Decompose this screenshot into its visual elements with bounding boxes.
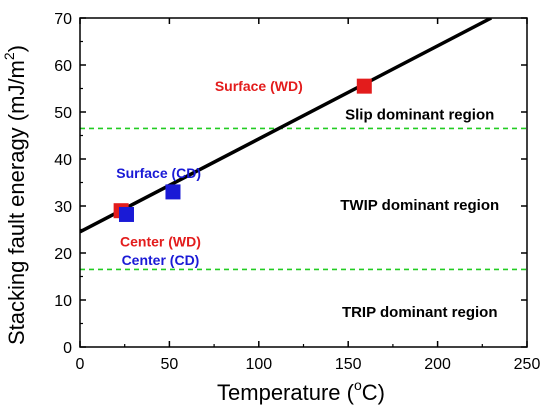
y-tick-label-0: 0 xyxy=(63,340,72,357)
axes-layer: 0 50 100 150 200 250 0 10 20 30 40 50 60 70 xyxy=(54,11,540,373)
x-axis-title-sup: o xyxy=(354,377,362,393)
data-point-center-cd xyxy=(118,206,134,222)
y-tick-label-50: 50 xyxy=(54,105,72,122)
y-tick-label-10: 10 xyxy=(54,293,72,310)
plot-area xyxy=(80,18,527,271)
fit-line xyxy=(80,18,493,234)
y-axis-title-sup: 2 xyxy=(1,52,17,60)
point-label-surface-cd: Surface (CD) xyxy=(116,165,201,181)
x-tick-label-150: 150 xyxy=(335,356,362,373)
region-label-2: TWIP dominant region xyxy=(340,197,499,214)
data-point-surface-cd xyxy=(165,184,181,200)
y-tick-label-40: 40 xyxy=(54,152,72,169)
x-axis-title-main: Temperature ( xyxy=(217,380,355,405)
y-axis-title-main: Stacking fault eneragy (mJ/m xyxy=(4,60,29,345)
x-tick-label-50: 50 xyxy=(161,356,179,373)
x-tick-label-0: 0 xyxy=(76,356,85,373)
point-label-center-cd: Center (CD) xyxy=(122,252,200,268)
y-axis-title: Stacking fault eneragy (mJ/m2) xyxy=(1,45,29,345)
x-tick-label-200: 200 xyxy=(424,356,451,373)
plot-layer: Surface (WD) Surface (CD) Center (WD) Cente… xyxy=(80,18,527,321)
x-tick-label-100: 100 xyxy=(245,356,272,373)
y-tick-label-30: 30 xyxy=(54,199,72,216)
x-tick-label-250: 250 xyxy=(514,356,541,373)
region-label-3: TRIP dominant region xyxy=(342,304,498,321)
region-label-1: Slip dominant region xyxy=(345,106,494,123)
x-axis-title-tail: C) xyxy=(362,380,385,405)
y-tick-label-60: 60 xyxy=(54,58,72,75)
y-tick-label-70: 70 xyxy=(54,11,72,28)
plot-frame xyxy=(79,17,528,348)
y-axis-title-tail: ) xyxy=(4,45,29,52)
point-label-center-wd: Center (WD) xyxy=(120,233,201,249)
point-label-surface-wd: Surface (WD) xyxy=(215,78,303,94)
data-point-surface-wd xyxy=(356,78,372,94)
y-tick-label-20: 20 xyxy=(54,246,72,263)
x-axis-title: Temperature (oC) xyxy=(217,377,385,405)
